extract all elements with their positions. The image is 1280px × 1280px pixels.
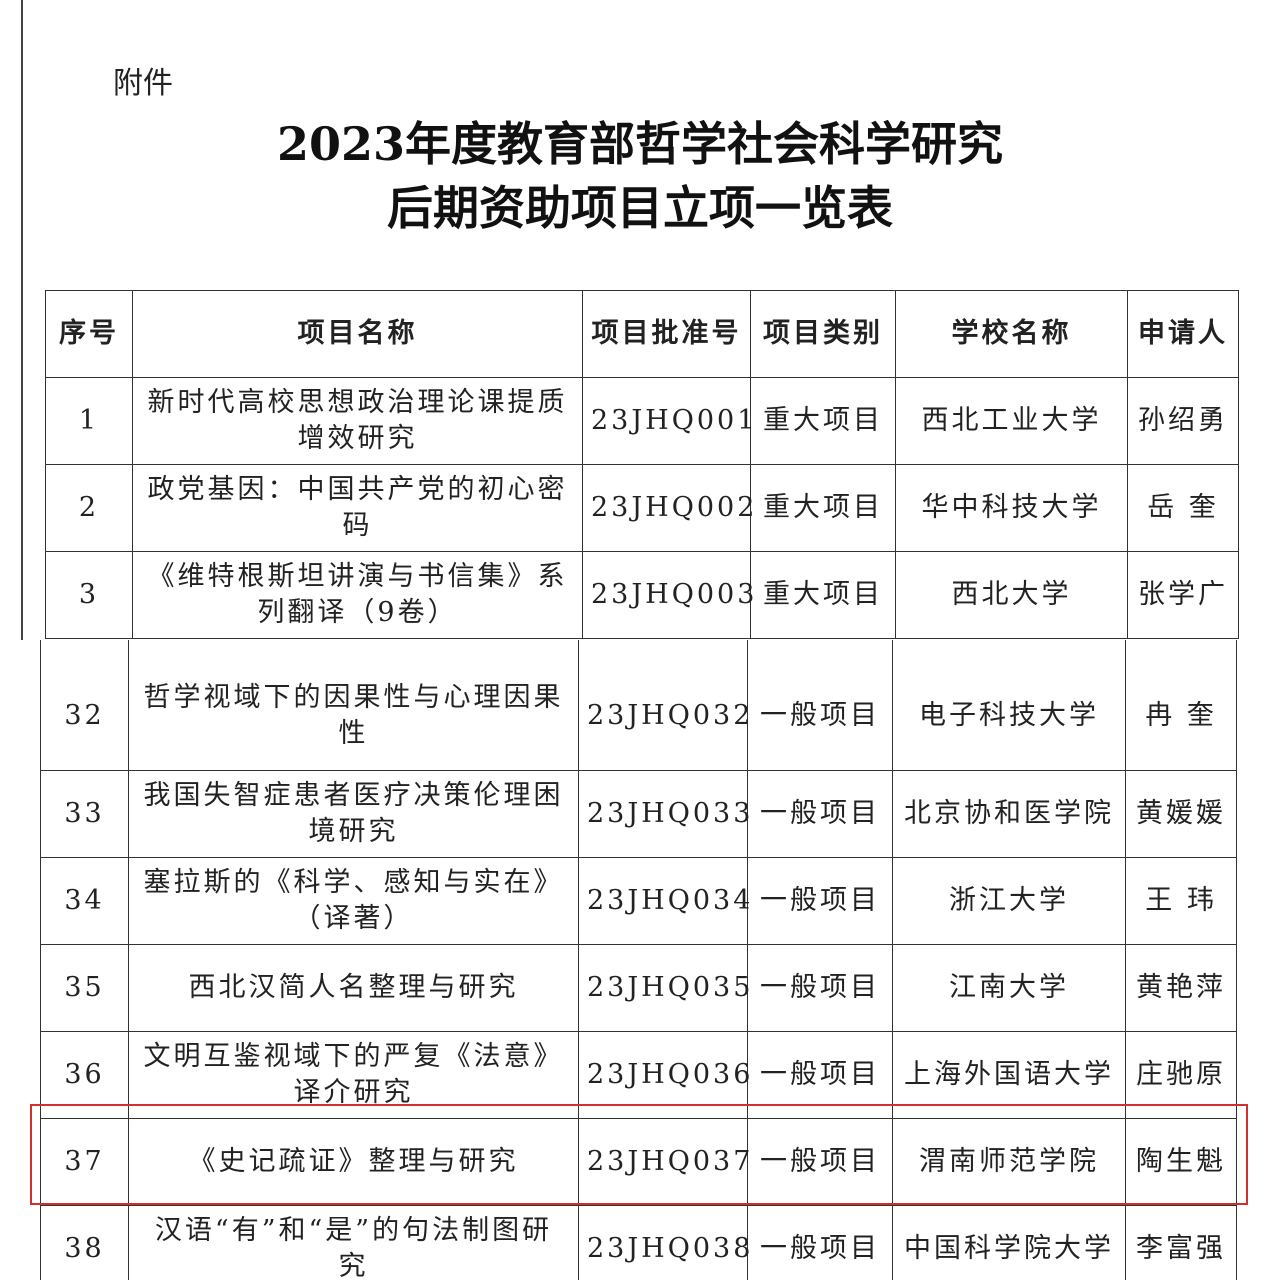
table-row: 35 西北汉简人名整理与研究 23JHQ035 一般项目 江南大学 黄艳萍: [40, 944, 1237, 1032]
table-cell: 34: [40, 857, 129, 945]
table-cell: 一般项目: [747, 857, 893, 945]
table-cell: 孙绍勇: [1127, 377, 1239, 465]
header-cell: 项目类别: [750, 290, 896, 378]
table-cell: 新时代高校思想政治理论课提质增效研究: [132, 377, 583, 465]
header-row: 序号 项目名称 项目批准号 项目类别 学校名称 申请人: [45, 290, 1239, 378]
table-cell: 北京协和医学院: [892, 770, 1126, 858]
table-cell: 35: [40, 944, 129, 1032]
table-cell: 一般项目: [747, 770, 893, 858]
header-cell: 学校名称: [895, 290, 1128, 378]
table-cell: 《维特根斯坦讲演与书信集》系列翻译（9卷）: [132, 551, 583, 639]
header-cell: 项目名称: [132, 290, 583, 378]
table-cell: 23JHQ035: [578, 944, 750, 1032]
attachment-label: 附件: [113, 66, 173, 101]
table-cell: 3: [45, 551, 133, 639]
table-cell: 黄艳萍: [1125, 944, 1237, 1032]
table-cell: 23JHQ038: [578, 1205, 750, 1280]
margin-line: [21, 0, 23, 640]
table-cell: 西北汉简人名整理与研究: [128, 944, 579, 1032]
table-cell: 23JHQ032: [578, 640, 750, 771]
table-cell: 23JHQ001: [582, 377, 754, 465]
table-cell: 冉 奎: [1125, 640, 1237, 771]
table-row: 1 新时代高校思想政治理论课提质增效研究 23JHQ001 重大项目 西北工业大学 孙绍勇: [45, 377, 1239, 465]
table-cell: 一般项目: [747, 944, 893, 1032]
table-cell: 渭南师范学院: [892, 1118, 1126, 1206]
table-cell: 33: [40, 770, 129, 858]
table-cell: 塞拉斯的《科学、感知与实在》（译著）: [128, 857, 579, 945]
highlight-box: [30, 1104, 1248, 1205]
table-cell: 一般项目: [747, 1205, 893, 1280]
table-cell: 哲学视域下的因果性与心理因果性: [128, 640, 579, 771]
table-cell: 2: [45, 464, 133, 552]
table-cell: 重大项目: [750, 551, 896, 639]
header-cell: 项目批准号: [582, 290, 751, 378]
table-cell: 电子科技大学: [892, 640, 1126, 771]
table-cell: 一般项目: [747, 640, 893, 771]
table-row: 3 《维特根斯坦讲演与书信集》系列翻译（9卷） 23JHQ003 重大项目 西北大学 张学…: [45, 551, 1239, 639]
table-cell: 华中科技大学: [895, 464, 1128, 552]
table-cell: 一般项目: [747, 1118, 893, 1206]
title-line: 2023年度教育部哲学社会科学研究: [276, 117, 1004, 171]
table-cell: 浙江大学: [892, 857, 1126, 945]
table-cell: 中国科学院大学: [892, 1205, 1126, 1280]
data-table: 序号 项目名称 项目批准号 项目类别 学校名称 申请人 1 新时代高校思想政治理论课提质增效研…: [45, 290, 1239, 639]
table-part: 序号 项目名称 项目批准号 项目类别 学校名称 申请人 1 新时代高校思想政治理论课提质增效研…: [45, 290, 1245, 640]
table-cell: 西北工业大学: [895, 377, 1128, 465]
table-cell: 32: [40, 640, 129, 771]
table-cell: 1: [45, 377, 133, 465]
table-cell: 《史记疏证》整理与研究: [128, 1118, 579, 1206]
table-cell: 岳 奎: [1127, 464, 1239, 552]
table-cell: 37: [40, 1118, 129, 1206]
table-cell: 23JHQ033: [578, 770, 750, 858]
table-cell: 23JHQ034: [578, 857, 750, 945]
table-row: 34 塞拉斯的《科学、感知与实在》（译著） 23JHQ034 一般项目 浙江大学王 玮: [40, 857, 1237, 945]
table-cell: 江南大学: [892, 944, 1126, 1032]
table-row: 32 哲学视域下的因果性与心理因果性 23JHQ032 一般项目 电子科技大学冉 奎: [40, 640, 1237, 771]
table-row: 2 政党基因：中国共产党的初心密码 23JHQ002 重大项目 华中科技大学岳 奎: [45, 464, 1239, 552]
table-cell: 西北大学: [895, 551, 1128, 639]
table-cell: 重大项目: [750, 464, 896, 552]
header-cell: 申请人: [1127, 290, 1239, 378]
table-cell: 黄媛媛: [1125, 770, 1237, 858]
table-cell: 王 玮: [1125, 857, 1237, 945]
table-cell: 李富强: [1125, 1205, 1237, 1280]
table-cell: 23JHQ003: [582, 551, 754, 639]
table-cell: 汉语“有”和“是”的句法制图研究: [128, 1205, 579, 1280]
header-cell: 序号: [45, 290, 133, 378]
table-cell: 我国失智症患者医疗决策伦理困境研究: [128, 770, 579, 858]
table-cell: 23JHQ037: [578, 1118, 750, 1206]
table-row: 37 《史记疏证》整理与研究 23JHQ037 一般项目 渭南师范学院 陶生魁: [40, 1118, 1237, 1206]
table-cell: 38: [40, 1205, 129, 1280]
table-cell: 重大项目: [750, 377, 896, 465]
table-cell: 23JHQ002: [582, 464, 754, 552]
title-line: 后期资助项目立项一览表: [387, 181, 893, 235]
table-cell: 政党基因：中国共产党的初心密码: [132, 464, 583, 552]
table-row: 33 我国失智症患者医疗决策伦理困境研究 23JHQ033 一般项目 北京协和医学院 黄媛…: [40, 770, 1237, 858]
table-cell: 张学广: [1127, 551, 1239, 639]
table-row: 38 汉语“有”和“是”的句法制图研究 23JHQ038 一般项目 中国科学院大学 李富强: [40, 1205, 1237, 1280]
